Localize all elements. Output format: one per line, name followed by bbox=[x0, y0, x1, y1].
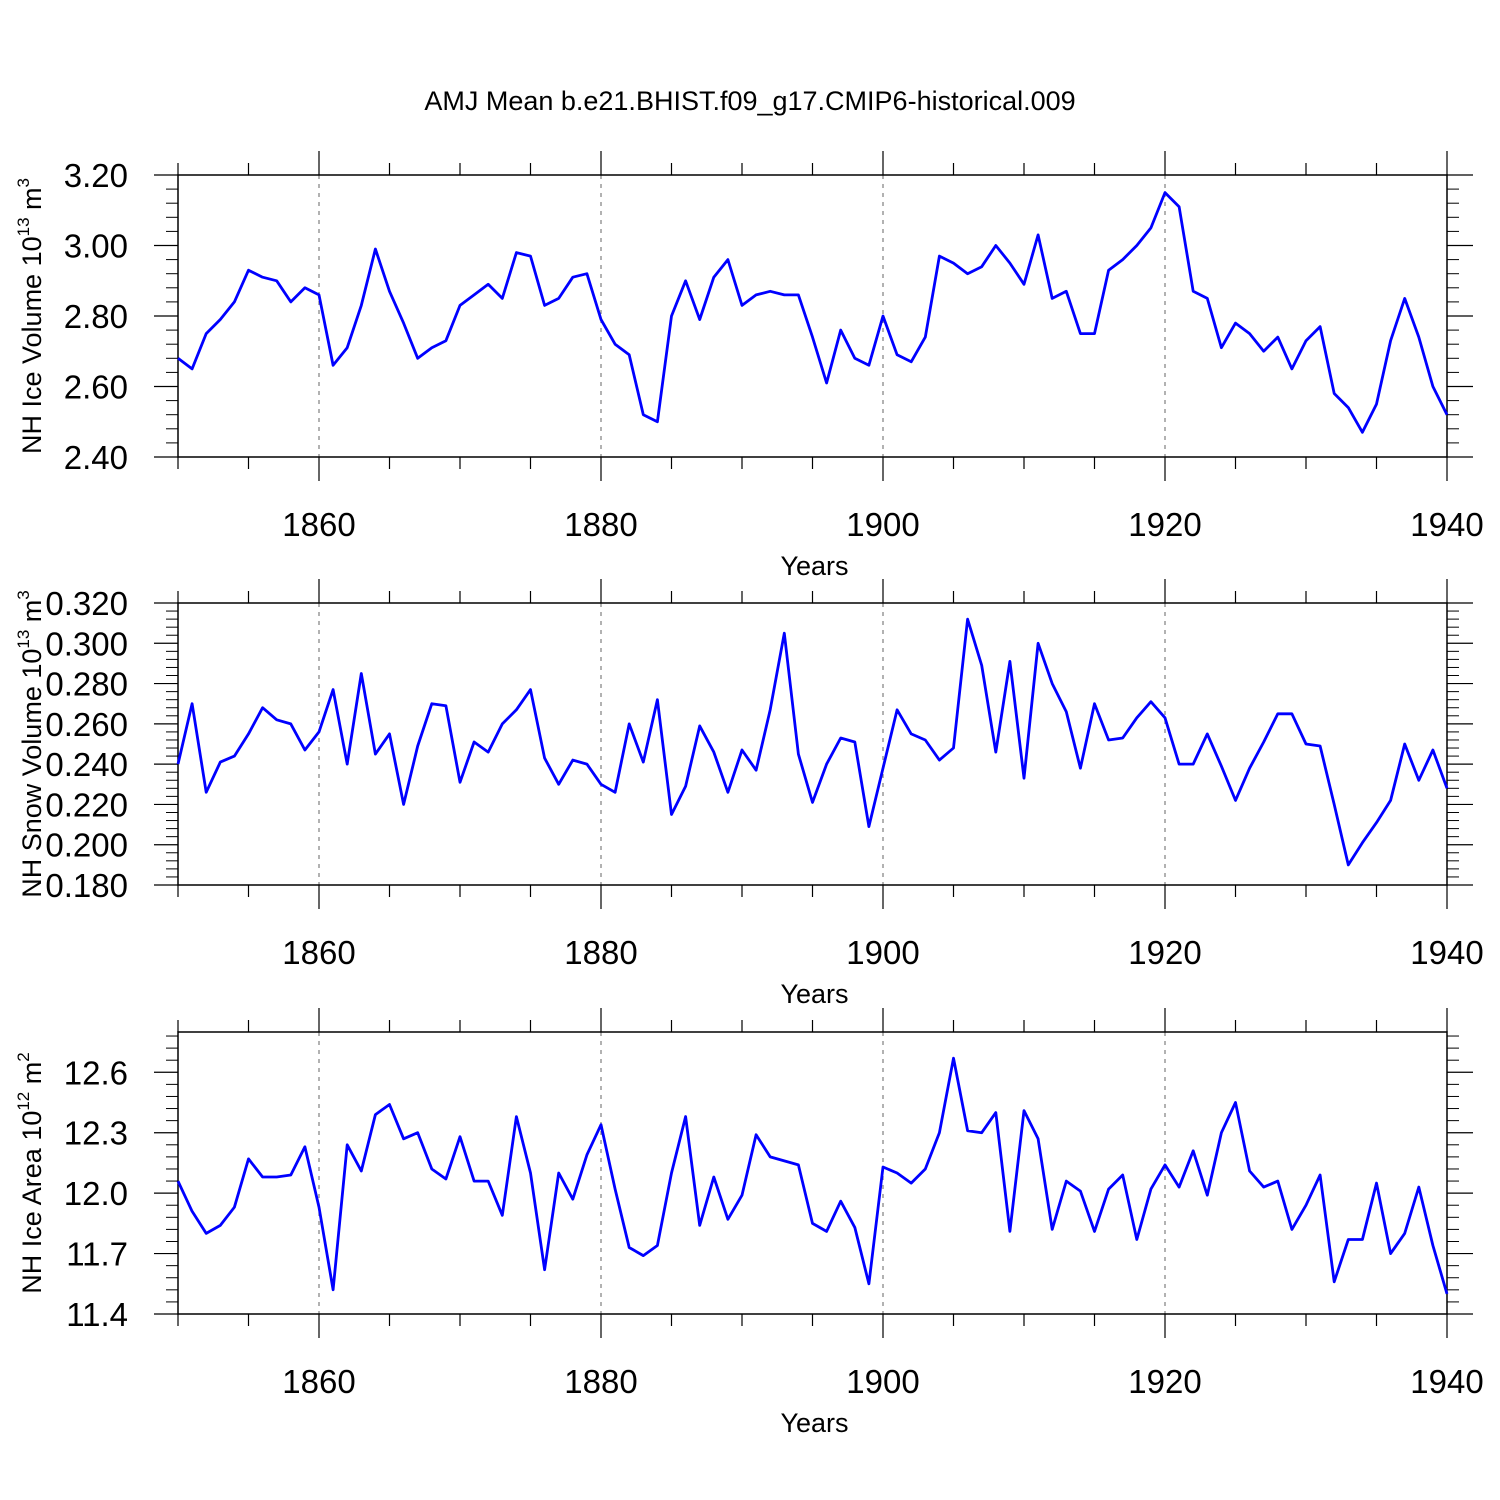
panel-ice-area: 11.4 11.7 12.0 12.3 12.6 1860 1880 1900 1920 1940… bbox=[14, 1008, 1484, 1438]
y-tick-label: 0.180 bbox=[45, 867, 128, 904]
panel-ice-volume: 2.40 2.60 2.80 3.00 3.20 1860 1880 1900 1920 1940… bbox=[14, 151, 1484, 581]
x-axis-label: Years bbox=[780, 1408, 848, 1438]
y-tick-label: 3.00 bbox=[64, 228, 128, 265]
y-tick-label: 12.3 bbox=[64, 1115, 128, 1152]
x-tick-label: 1940 bbox=[1410, 506, 1483, 543]
y-tick-label: 2.40 bbox=[64, 439, 128, 476]
x-tick-label: 1920 bbox=[1128, 1363, 1201, 1400]
x-tick-label: 1900 bbox=[846, 1363, 919, 1400]
y-tick-label: 12.0 bbox=[64, 1175, 128, 1212]
y-tick-label: 0.240 bbox=[45, 746, 128, 783]
x-axis-label: Years bbox=[780, 979, 848, 1009]
x-tick-label: 1880 bbox=[564, 1363, 637, 1400]
series-line bbox=[176, 1056, 1449, 1295]
y-tick-label: 11.4 bbox=[66, 1296, 128, 1333]
y-tick-label: 2.60 bbox=[64, 369, 128, 406]
plot-frame bbox=[177, 174, 1448, 458]
x-tick-label: 1920 bbox=[1128, 934, 1201, 971]
y-tick-label: 0.200 bbox=[45, 827, 128, 864]
series-line bbox=[177, 191, 1449, 434]
x-tick-label: 1860 bbox=[282, 1363, 355, 1400]
x-tick-label: 1940 bbox=[1410, 1363, 1483, 1400]
y-axis-label: NH Ice Volume 1013 m3 bbox=[14, 178, 47, 454]
x-tick-label: 1860 bbox=[282, 934, 355, 971]
y-tick-label: 0.320 bbox=[45, 585, 128, 622]
x-tick-label: 1860 bbox=[282, 506, 355, 543]
y-tick-label: 0.300 bbox=[45, 625, 128, 662]
y-axis-label: NH Snow Volume 1013 m3 bbox=[14, 590, 47, 898]
y-tick-label: 11.7 bbox=[66, 1236, 128, 1273]
x-axis-label: Years bbox=[780, 551, 848, 581]
y-tick-label: 0.260 bbox=[45, 706, 128, 743]
x-tick-label: 1880 bbox=[564, 506, 637, 543]
x-tick-label: 1900 bbox=[846, 934, 919, 971]
plot-frame bbox=[177, 1031, 1448, 1315]
y-tick-label: 2.80 bbox=[64, 298, 128, 335]
y-tick-label: 3.20 bbox=[64, 157, 128, 194]
y-tick-label: 0.220 bbox=[45, 786, 128, 823]
y-tick-label: 12.6 bbox=[64, 1054, 128, 1091]
x-tick-label: 1900 bbox=[846, 506, 919, 543]
series-line bbox=[176, 617, 1449, 867]
y-axis-label: NH Ice Area 1012 m2 bbox=[14, 1052, 47, 1293]
y-tick-label: 0.280 bbox=[45, 666, 128, 703]
x-tick-label: 1880 bbox=[564, 934, 637, 971]
x-tick-label: 1940 bbox=[1410, 934, 1483, 971]
chart-title: AMJ Mean b.e21.BHIST.f09_g17.CMIP6-histo… bbox=[424, 86, 1076, 116]
x-tick-label: 1920 bbox=[1128, 506, 1201, 543]
plot-frame bbox=[177, 602, 1448, 886]
